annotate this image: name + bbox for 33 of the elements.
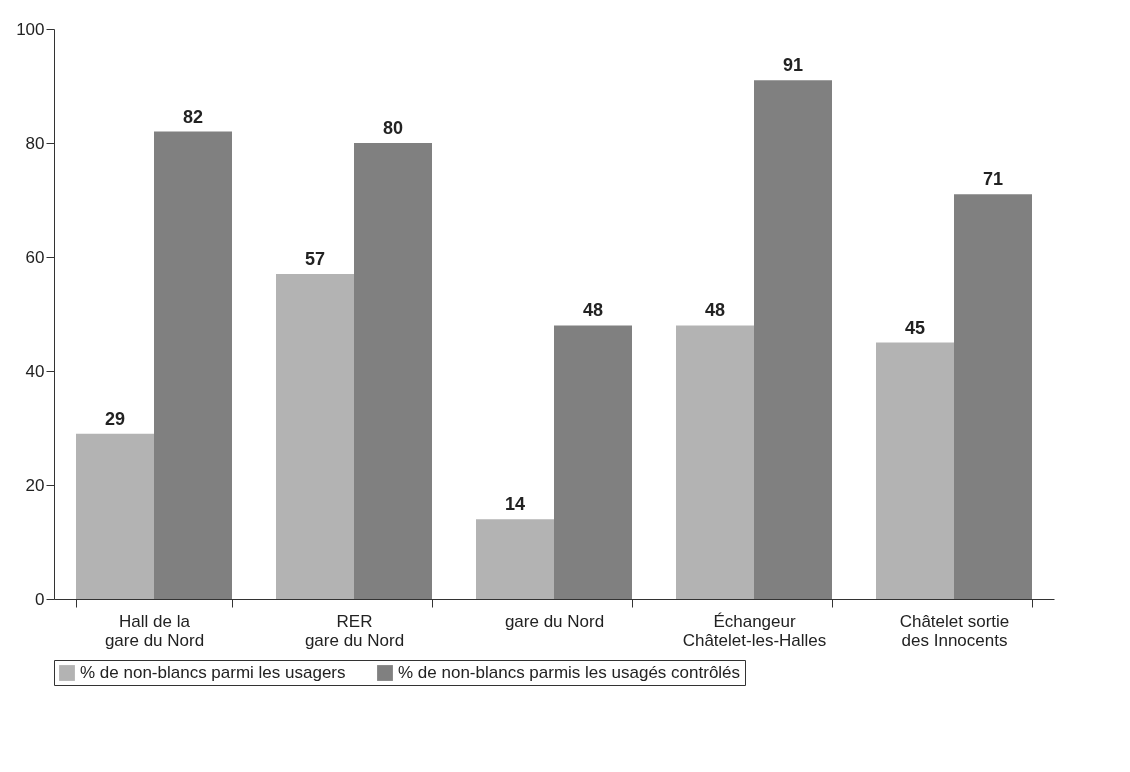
y-tick-label: 40 [25, 361, 45, 381]
data-label: 29 [104, 408, 126, 429]
data-label: 57 [304, 249, 326, 270]
data-label: 80 [382, 118, 404, 138]
data-label: 14 [504, 494, 526, 515]
bar [676, 325, 754, 599]
bar [354, 143, 432, 599]
bar [154, 131, 232, 599]
y-tick-label: 60 [25, 247, 45, 267]
bar [954, 194, 1032, 599]
x-tick-label: gare du Nord [504, 611, 605, 631]
data-label: 71 [982, 169, 1004, 190]
data-label: 82 [182, 106, 204, 127]
data-label: 45 [904, 317, 926, 338]
bar [554, 325, 632, 599]
data-label: 91 [782, 55, 804, 76]
bar [76, 433, 154, 599]
y-tick-label: 100 [16, 19, 45, 39]
legend-label: % de non-blancs parmi les usagers [80, 663, 346, 682]
x-tick-label: Châtelet sortie des Innocents [899, 611, 1010, 650]
bar [276, 274, 354, 599]
bar [476, 519, 554, 599]
y-tick-label: 0 [35, 589, 45, 609]
legend-label: % de non-blancs parmis les usagés contrôlés [398, 663, 741, 682]
bar [754, 80, 832, 599]
x-tick-label: Échangeur Châtelet-les-Halles [682, 611, 827, 650]
y-tick-label: 80 [25, 133, 45, 153]
data-label: 48 [704, 300, 726, 321]
x-tick-label: Hall de la gare du Nord [104, 611, 205, 650]
data-label: 48 [582, 300, 604, 321]
x-tick-label: RER gare du Nord [304, 611, 405, 650]
y-tick-label: 20 [25, 475, 45, 495]
bar [876, 342, 954, 599]
